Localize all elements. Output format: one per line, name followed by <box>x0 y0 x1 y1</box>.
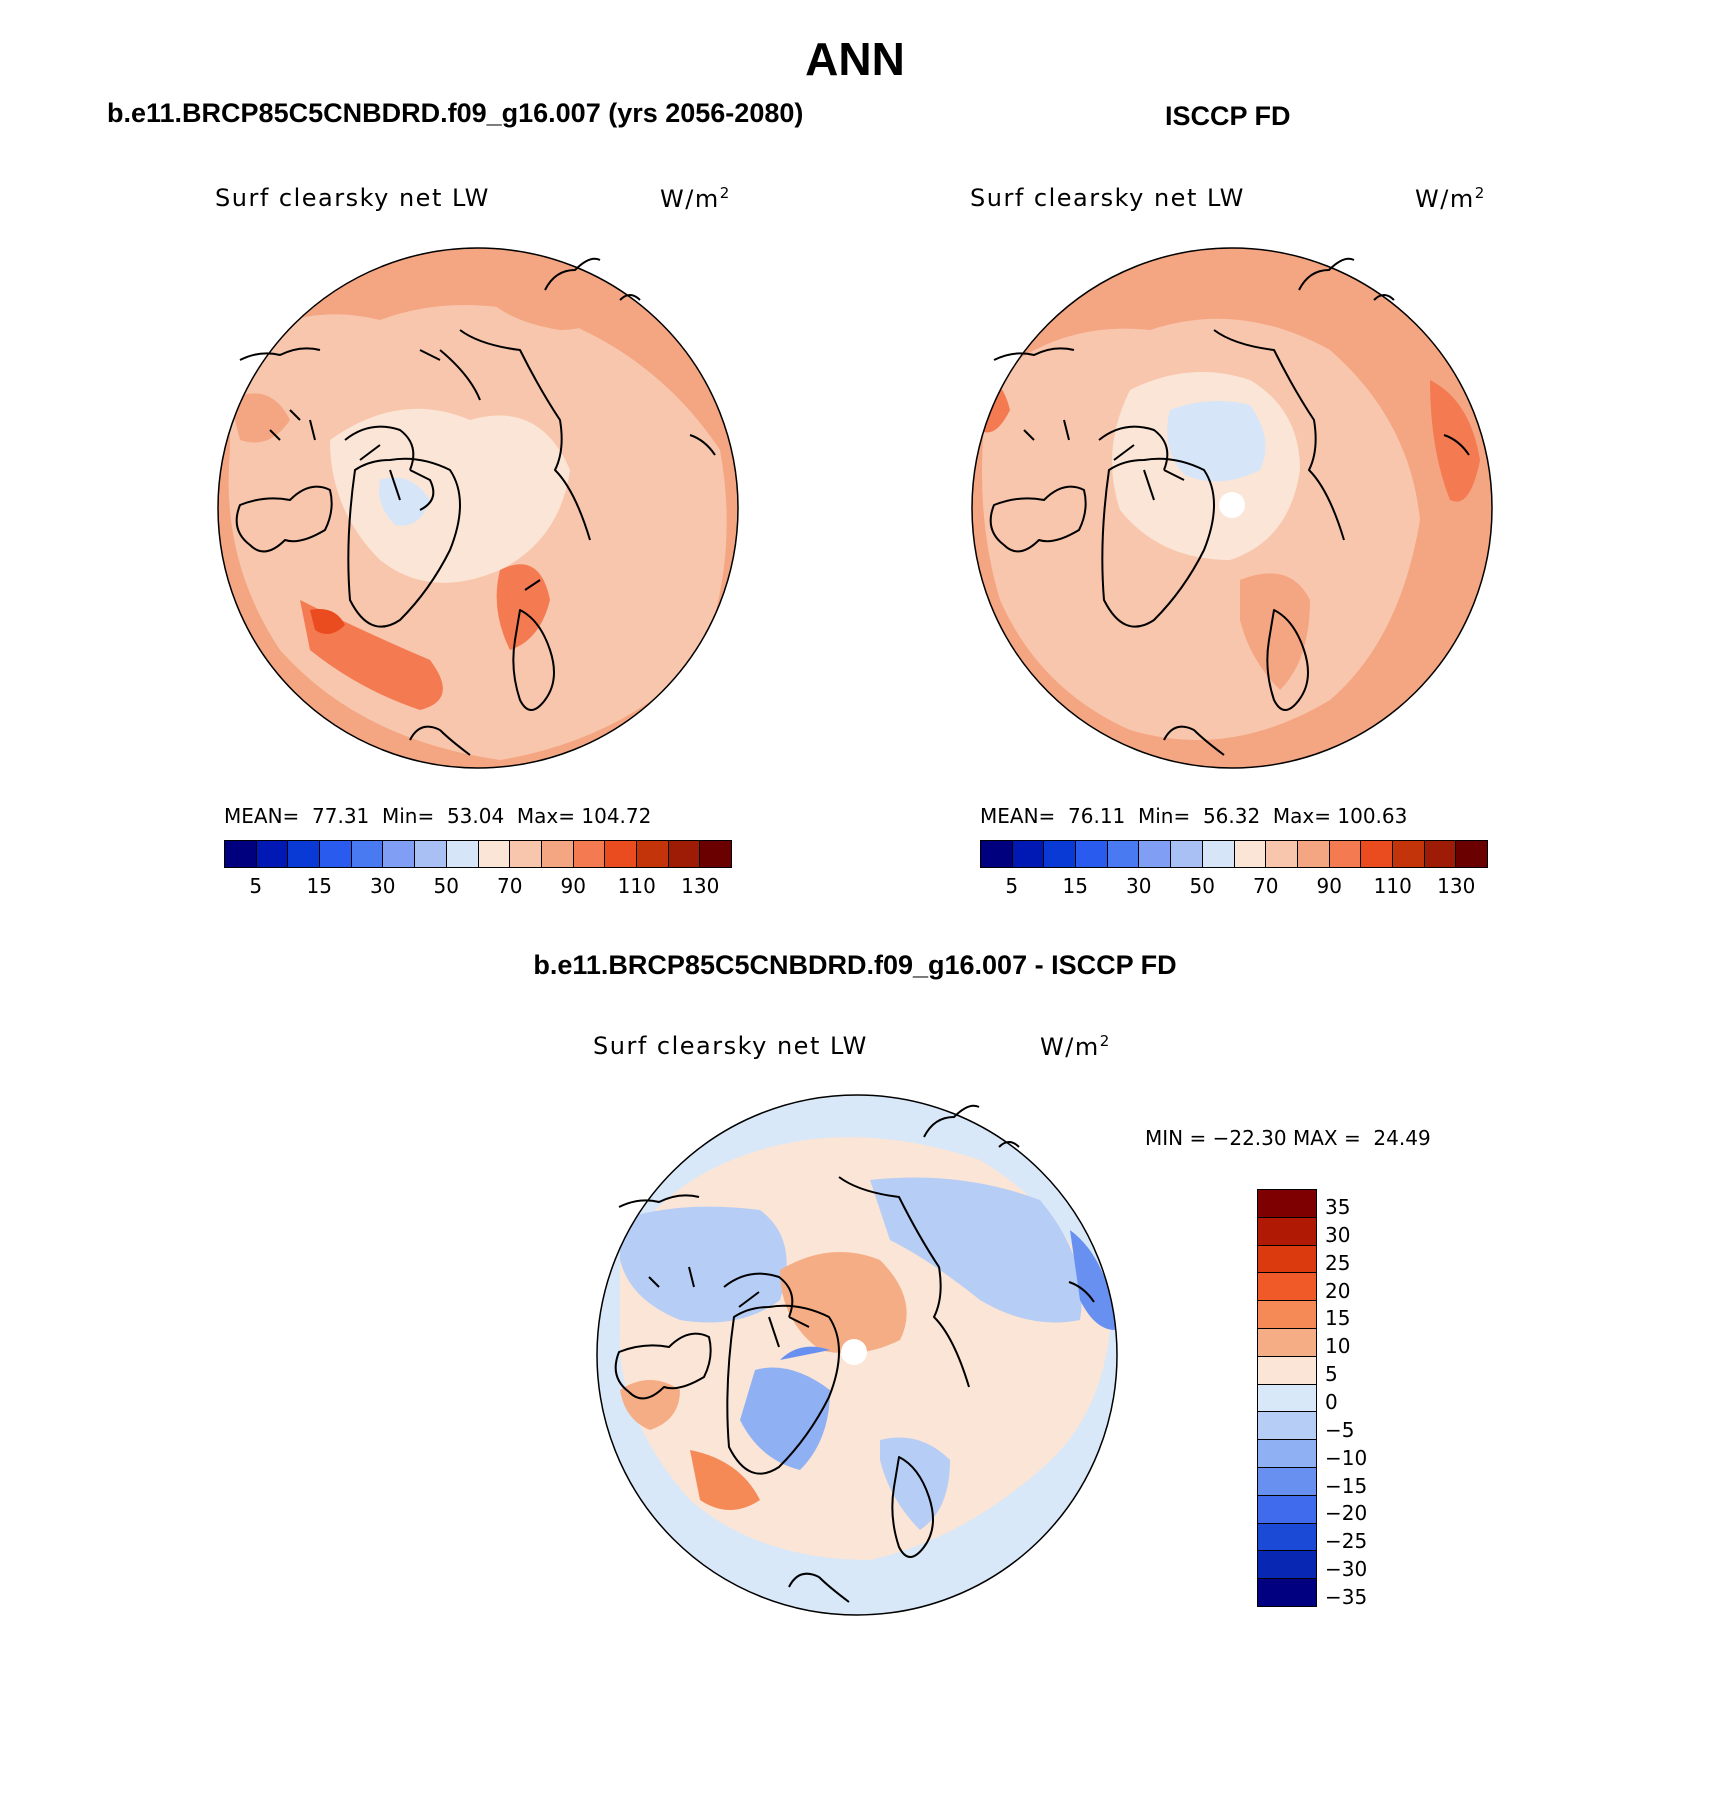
panel2-variable-label: Surf clearsky net LW <box>970 184 1245 212</box>
colorbar-tick-label: 0 <box>1325 1390 1338 1414</box>
panel2-stats: MEAN= 76.11 Min= 56.32 Max= 100.63 <box>980 804 1408 828</box>
colorbar-swatch <box>1258 1328 1316 1357</box>
colorbar-tick-label: −25 <box>1325 1529 1368 1554</box>
colorbar-swatch <box>351 841 384 867</box>
colorbar-tick-label: 20 <box>1325 1278 1351 1303</box>
colorbar-tick-label: 35 <box>1325 1194 1351 1219</box>
colorbar-swatch <box>605 841 637 867</box>
colorbar-tick-label: 130 <box>1437 874 1476 898</box>
colorbar-swatch <box>1258 1440 1316 1468</box>
colorbar-swatch <box>1202 841 1235 867</box>
colorbar-swatch <box>510 841 542 867</box>
figure-title: ANN <box>805 33 905 85</box>
colorbar-swatch <box>446 841 479 867</box>
colorbar-swatch <box>1258 1301 1316 1329</box>
colorbar-tick-label: −20 <box>1325 1501 1368 1526</box>
panel2-case-title: ISCCP FD <box>1165 101 1291 131</box>
colorbar-tick-label: 90 <box>560 874 586 898</box>
panel1-case-title: b.e11.BRCP85C5CNBDRD.f09_g16.007 (yrs 20… <box>107 98 804 128</box>
diff-variable-label: Surf clearsky net LW <box>593 1032 868 1060</box>
panel1-variable-label: Surf clearsky net LW <box>215 184 490 212</box>
colorbar-tick-label: 15 <box>306 874 332 898</box>
colorbar-swatch <box>1392 841 1425 867</box>
diff-minmax: MIN = −22.30 MAX = 24.49 <box>1145 1126 1431 1150</box>
colorbar-swatch <box>541 841 574 867</box>
colorbar-tick-label: 70 <box>1253 874 1279 898</box>
colorbar-tick-label: −30 <box>1325 1557 1368 1582</box>
colorbar-tick-label: 30 <box>1126 874 1152 898</box>
colorbar-swatch <box>478 841 511 867</box>
colorbar-tick-label: 10 <box>1325 1334 1351 1359</box>
colorbar-tick-label: 30 <box>370 874 396 898</box>
colorbar-swatch <box>636 841 669 867</box>
colorbar-tick-label: 5 <box>1005 874 1019 898</box>
colorbar-swatch <box>1424 841 1457 867</box>
colorbar-swatch <box>1107 841 1140 867</box>
colorbar-swatch <box>1329 841 1362 867</box>
colorbar-swatch <box>415 841 447 867</box>
colorbar-tick-label: 70 <box>497 874 523 898</box>
colorbar-swatch <box>1266 841 1298 867</box>
colorbar-swatch <box>1258 1467 1316 1496</box>
colorbar-tick-label: 90 <box>1316 874 1342 898</box>
colorbar-tick-label: 5 <box>249 874 263 898</box>
colorbar-swatch <box>1258 1245 1316 1274</box>
colorbar-swatch <box>1456 841 1487 867</box>
colorbar-tick-label: 15 <box>1062 874 1088 898</box>
colorbar-tick-label: 50 <box>433 874 459 898</box>
panel1-colorbar <box>224 840 732 868</box>
colorbar-swatch <box>1139 841 1172 867</box>
colorbar-swatch <box>573 841 606 867</box>
colorbar-swatch <box>1361 841 1393 867</box>
colorbar-tick-label: 110 <box>1373 874 1412 898</box>
diff-title: b.e11.BRCP85C5CNBDRD.f09_g16.007 - ISCCP… <box>533 950 1177 980</box>
colorbar-swatch <box>225 841 257 867</box>
colorbar-tick-label: −35 <box>1325 1585 1368 1610</box>
colorbar-tick-label: 15 <box>1325 1306 1351 1331</box>
colorbar-swatch <box>1234 841 1267 867</box>
colorbar-swatch <box>1258 1495 1316 1524</box>
colorbar-swatch <box>1171 841 1203 867</box>
colorbar-swatch <box>256 841 289 867</box>
colorbar-swatch <box>320 841 352 867</box>
colorbar-tick-label: 130 <box>681 874 720 898</box>
colorbar-tick-label: −5 <box>1325 1417 1355 1442</box>
colorbar-tick-label: 5 <box>1325 1362 1338 1387</box>
colorbar-swatch <box>288 841 321 867</box>
colorbar-swatch <box>981 841 1013 867</box>
panel1-units-label: W/m2 <box>660 184 731 213</box>
colorbar-swatch <box>1258 1190 1316 1218</box>
colorbar-swatch <box>1076 841 1108 867</box>
colorbar-swatch <box>1297 841 1330 867</box>
colorbar-swatch <box>1258 1356 1316 1385</box>
colorbar-swatch <box>1258 1412 1316 1441</box>
colorbar-swatch <box>383 841 416 867</box>
panel1-stats: MEAN= 77.31 Min= 53.04 Max= 104.72 <box>224 804 652 828</box>
colorbar-tick-label: 110 <box>617 874 656 898</box>
colorbar-tick-label: 30 <box>1325 1222 1351 1247</box>
colorbar-swatch <box>668 841 701 867</box>
colorbar-swatch <box>1258 1384 1316 1413</box>
panel2-colorbar <box>980 840 1488 868</box>
colorbar-swatch <box>1258 1579 1316 1606</box>
colorbar-swatch <box>1258 1217 1316 1246</box>
colorbar-tick-label: −10 <box>1325 1445 1368 1470</box>
colorbar-tick-label: −15 <box>1325 1473 1368 1498</box>
diff-colorbar <box>1257 1189 1317 1607</box>
colorbar-swatch <box>1258 1273 1316 1302</box>
panel2-units-label: W/m2 <box>1415 184 1486 213</box>
colorbar-tick-label: 25 <box>1325 1250 1351 1275</box>
colorbar-swatch <box>1258 1551 1316 1580</box>
colorbar-swatch <box>1012 841 1045 867</box>
colorbar-tick-label: 50 <box>1189 874 1215 898</box>
colorbar-swatch <box>700 841 731 867</box>
colorbar-swatch <box>1044 841 1077 867</box>
colorbar-swatch <box>1258 1523 1316 1552</box>
diff-units-label: W/m2 <box>1040 1032 1111 1061</box>
